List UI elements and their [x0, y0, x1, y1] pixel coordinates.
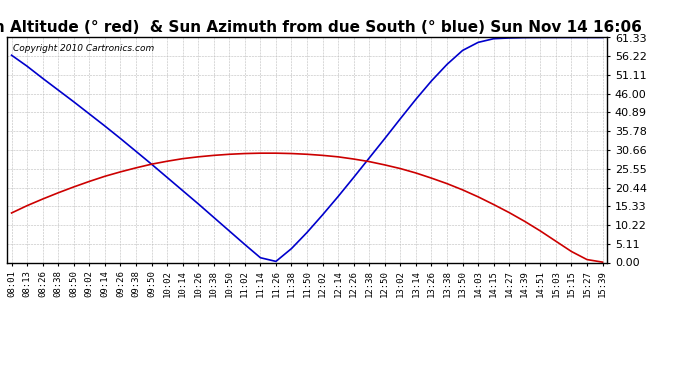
Title: Sun Altitude (° red)  & Sun Azimuth from due South (° blue) Sun Nov 14 16:06: Sun Altitude (° red) & Sun Azimuth from … [0, 20, 642, 35]
Text: Copyright 2010 Cartronics.com: Copyright 2010 Cartronics.com [13, 44, 154, 53]
